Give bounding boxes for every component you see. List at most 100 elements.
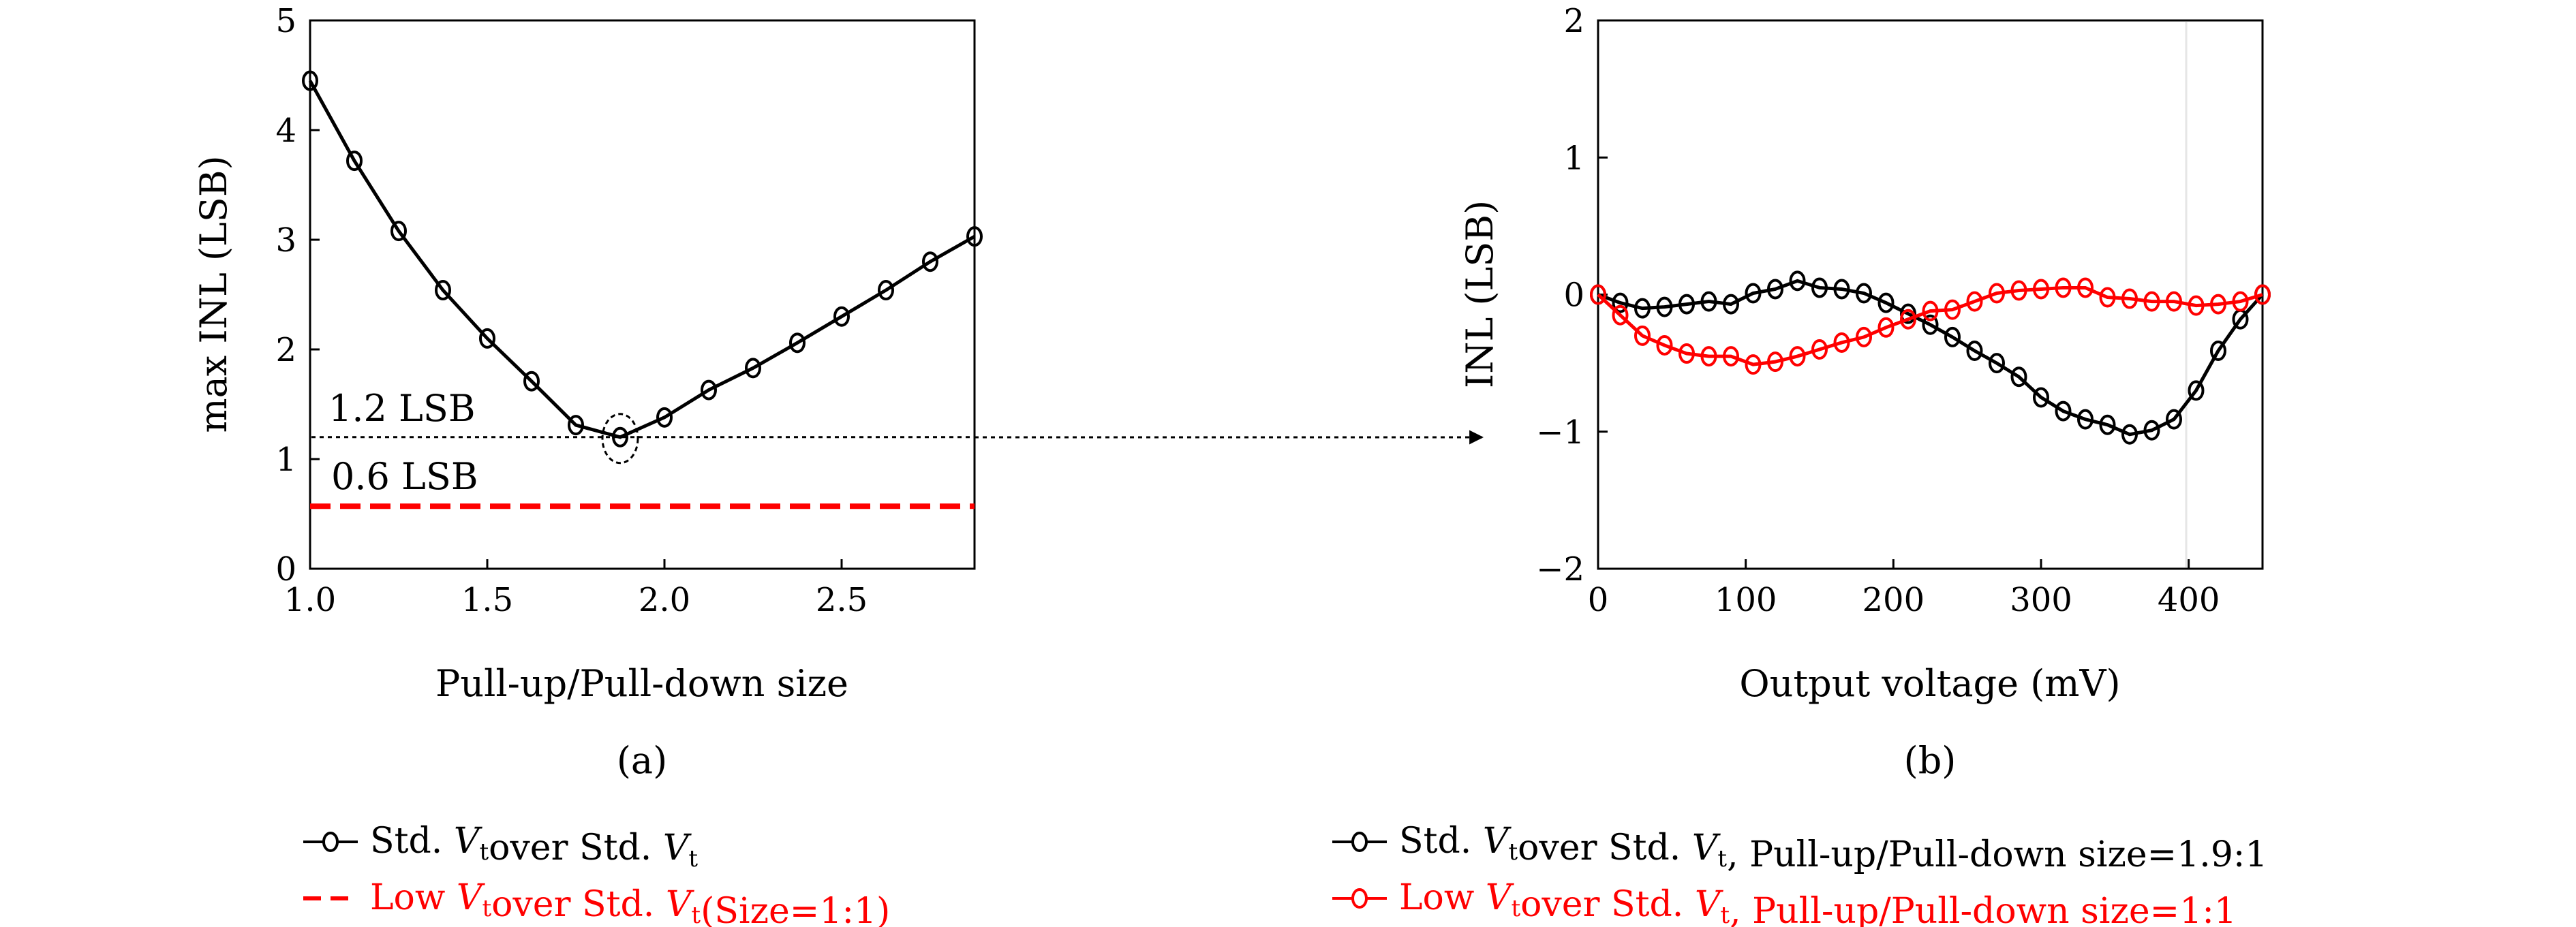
a-y-tick-label: 2	[275, 331, 296, 369]
a-y-tick-label: 5	[275, 2, 296, 40]
a-annotation-0-6-lsb: 0.6 LSB	[331, 455, 478, 498]
b-data-point	[2033, 387, 2049, 408]
b-y-tick-label: 2	[1563, 2, 1584, 40]
a-data-point	[479, 328, 495, 349]
a-data-point	[966, 226, 983, 247]
b-data-point	[2143, 420, 2160, 441]
panel-b: 0 100 200 300 400 −2 −1 0 1 2 Output voltage (mV)…	[1458, 2, 2271, 782]
b-caption: (b)	[1904, 739, 1957, 782]
b-data-point	[1634, 298, 1651, 319]
a-data-point	[833, 306, 850, 327]
b-data-point	[2099, 414, 2116, 435]
a-data-point	[922, 251, 938, 272]
a-caption: (a)	[617, 739, 667, 782]
b-data-point	[2099, 287, 2116, 308]
a-x-axis-label: Pull-up/Pull-down size	[435, 662, 848, 705]
b-data-point	[2121, 424, 2138, 445]
legend-a-std-marker-circle	[322, 832, 339, 852]
a-x-tick-label: 2.0	[639, 581, 690, 619]
b-x-tick-label: 100	[1715, 581, 1777, 619]
b-series-line-1	[1597, 285, 2263, 366]
a-data-point	[701, 379, 717, 400]
a-data-point	[878, 280, 894, 301]
b-data-point	[1900, 309, 1916, 330]
b-data-point	[2033, 279, 2049, 300]
b-y-tick-label: −1	[1536, 413, 1584, 452]
a-data-point	[568, 415, 584, 436]
a-data-point	[435, 280, 451, 301]
b-data-point	[2166, 291, 2182, 312]
b-data-point	[1944, 326, 1961, 347]
b-x-axis-label: Output voltage (mV)	[1739, 662, 2120, 705]
plot-frame-b	[1597, 19, 2264, 570]
b-data-point	[1789, 346, 1806, 367]
b-series-line-0	[1597, 279, 2264, 437]
b-data-point	[1656, 296, 1673, 317]
a-data-point	[745, 358, 761, 379]
b-data-point	[1634, 325, 1651, 346]
b-data-point	[1989, 353, 2005, 374]
b-data-point	[2077, 409, 2094, 430]
a-data-point	[390, 221, 407, 242]
a-data-point	[612, 426, 628, 447]
b-data-point	[1877, 317, 1895, 338]
a-x-tick-label: 2.5	[816, 581, 868, 619]
b-data-point	[1944, 299, 1961, 320]
a-x-tick-label: 1.0	[284, 581, 336, 619]
b-data-point	[1989, 283, 2005, 304]
b-data-point	[1612, 292, 1629, 313]
b-y-axis-label: INL (LSB)	[1458, 200, 1501, 388]
b-data-point	[2121, 288, 2138, 309]
b-data-point	[2055, 277, 2072, 298]
a-minimum-highlight	[601, 413, 639, 465]
legend-b: Std. Vtover Std. Vt, Pull-up/Pull-down s…	[1332, 821, 2268, 927]
a-data-point	[346, 151, 363, 172]
b-data-point	[1811, 277, 1828, 298]
b-data-point	[1723, 294, 1739, 315]
b-data-point	[2210, 341, 2226, 362]
b-data-point	[1678, 294, 1695, 315]
a-y-tick-label: 3	[275, 221, 296, 260]
b-data-point	[1789, 270, 1806, 292]
a-y-axis-label: max INL (LSB)	[192, 155, 235, 433]
legend-b-std-label: Std. Vtover Std. Vt, Pull-up/Pull-down s…	[1399, 821, 2268, 875]
b-data-point	[2188, 295, 2205, 316]
b-data-point	[1723, 346, 1739, 367]
a-annotation-1-2-lsb: 1.2 LSB	[328, 387, 476, 430]
b-data-point	[1656, 334, 1673, 356]
b-x-tick-label: 400	[2158, 581, 2220, 619]
b-series	[1590, 270, 2271, 445]
b-data-point	[1767, 351, 1783, 373]
b-data-point	[2143, 291, 2160, 312]
b-y-tick-label: 1	[1563, 139, 1584, 177]
legend-a-low-label: Low Vtover Std. Vt(Size=1:1)	[370, 877, 890, 927]
a-data-point	[523, 371, 540, 392]
b-y-tick-label: 0	[1563, 277, 1584, 315]
b-data-point	[1612, 304, 1629, 326]
b-x-tick-label: 300	[2010, 581, 2072, 619]
b-data-point	[1856, 283, 1872, 304]
b-data-point	[1767, 279, 1783, 300]
legend-b-low-label: Low Vtover Std. Vt, Pull-up/Pull-down si…	[1399, 877, 2237, 927]
b-data-point	[1856, 326, 1872, 347]
legend-b-low-marker-circle	[1351, 888, 1368, 909]
b-data-point	[1833, 332, 1850, 353]
b-data-point	[2254, 284, 2271, 305]
legend-a-std-label: Std. Vtover Std. Vt	[370, 821, 698, 873]
b-data-point	[1966, 291, 1983, 312]
b-x-tick-label: 0	[1588, 581, 1609, 619]
b-data-point	[2010, 366, 2027, 388]
b-data-point	[1745, 283, 1762, 304]
legend-b-std-marker-circle	[1351, 832, 1368, 852]
a-series-line-0	[308, 80, 976, 439]
b-data-point	[2055, 400, 2072, 422]
b-data-point	[1922, 314, 1939, 335]
a-x-tick-label: 1.5	[461, 581, 513, 619]
b-data-point	[1833, 279, 1850, 300]
b-y-tick-label: −2	[1536, 550, 1584, 588]
b-data-point	[2210, 294, 2226, 315]
b-x-tick-label: 200	[1862, 581, 1925, 619]
b-data-point	[2232, 291, 2249, 312]
